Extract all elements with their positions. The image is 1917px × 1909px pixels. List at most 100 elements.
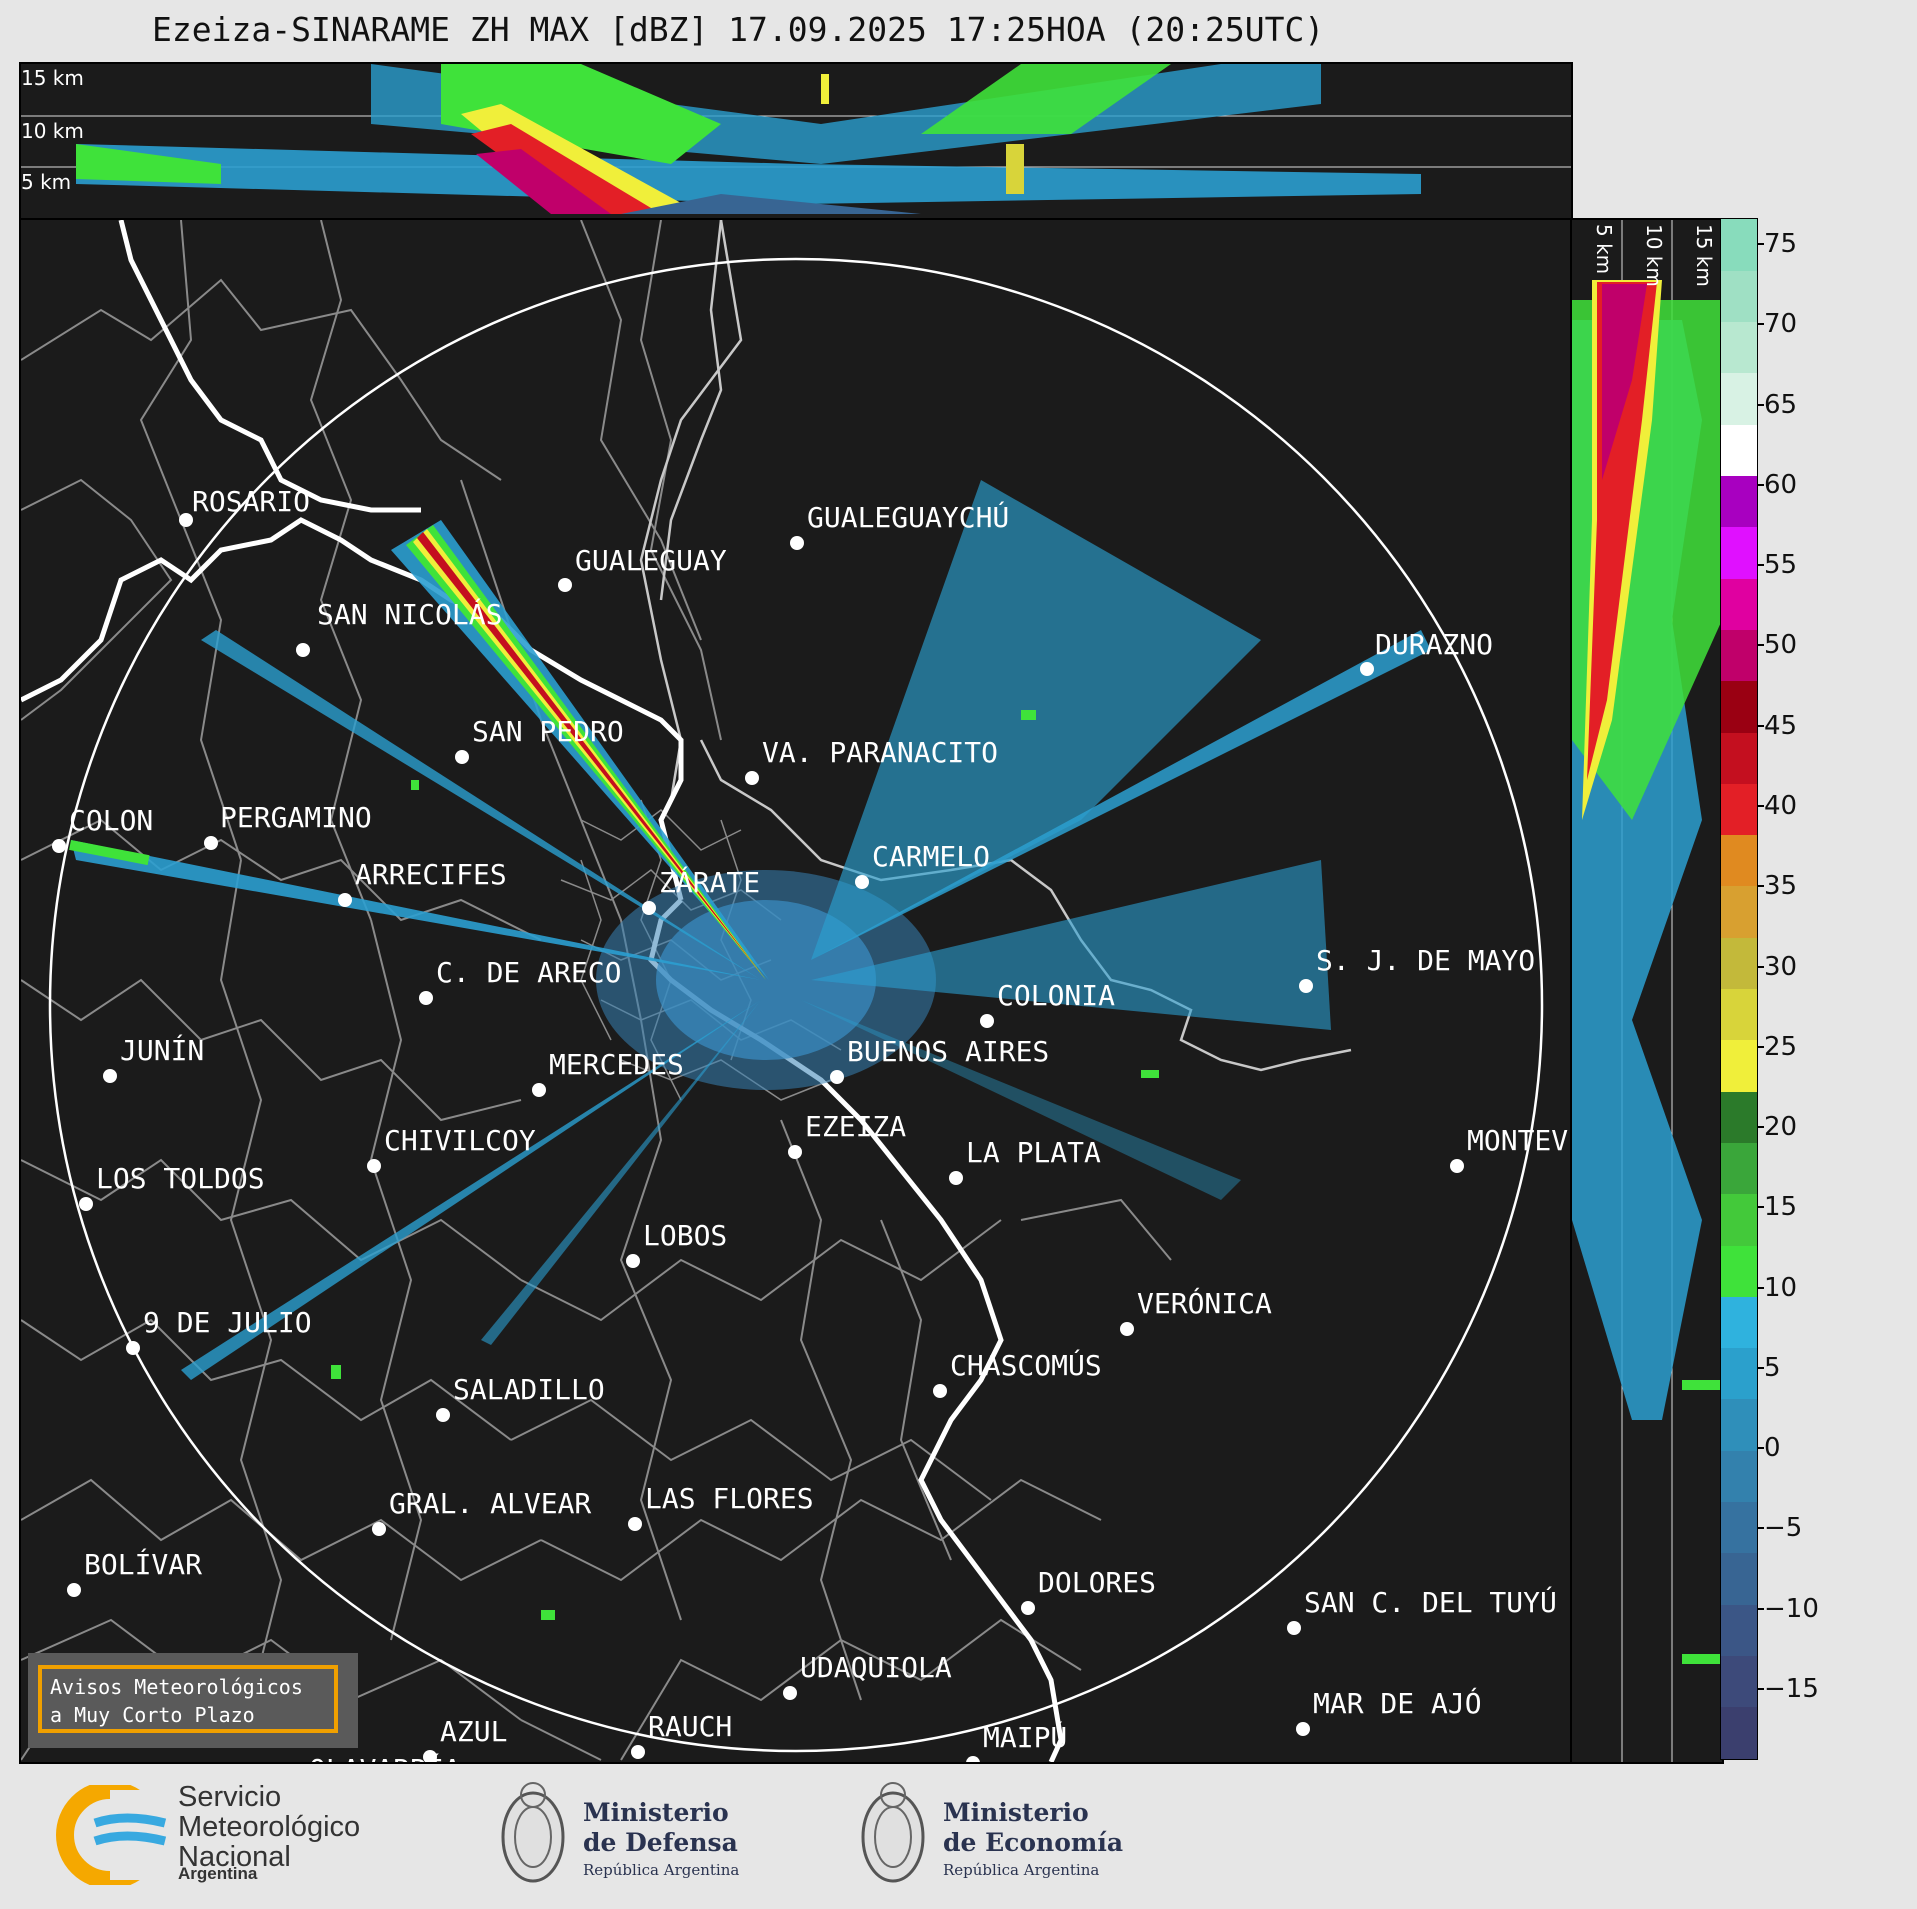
city-mar-de-ajo: MAR DE AJÓ <box>1296 1686 1482 1736</box>
city-chascomus: CHASCOMÚS <box>933 1348 1102 1398</box>
defensa-line1: Ministerio <box>583 1798 729 1827</box>
city-las-flores: LAS FLORES <box>628 1482 814 1531</box>
colorbar-tick-label: 40 <box>1764 790 1798 821</box>
colorbar-tickmark <box>1758 885 1764 888</box>
colorbar-tickmark <box>1758 644 1764 647</box>
city-buenos-aires: BUENOS AIRES <box>830 1035 1049 1084</box>
svg-text:JUNÍN: JUNÍN <box>120 1033 204 1067</box>
colorbar-tick-label: 65 <box>1764 389 1798 420</box>
height-label-5km-right: 5 km <box>1592 224 1616 275</box>
colorbar-tick-label: 25 <box>1764 1031 1798 1062</box>
svg-text:SAN NICOLÁS: SAN NICOLÁS <box>317 597 502 631</box>
city-gualeguaychu: GUALEGUAYCHÚ <box>790 500 1009 550</box>
colorbar-segment <box>1721 424 1757 477</box>
colorbar-tickmark <box>1758 1527 1764 1530</box>
city-rauch: RAUCH <box>631 1710 732 1759</box>
colorbar-tick-label: 0 <box>1764 1433 1781 1464</box>
top-cross-section <box>21 64 1571 218</box>
city-azul: AZUL <box>423 1715 507 1762</box>
colorbar-segment <box>1721 578 1757 630</box>
svg-text:DOLORES: DOLORES <box>1038 1566 1156 1599</box>
svg-text:MAIPÚ: MAIPÚ <box>983 1720 1067 1754</box>
colorbar-segment <box>1721 1501 1757 1554</box>
svg-text:LA PLATA: LA PLATA <box>966 1136 1101 1169</box>
admin-boundaries <box>21 220 1172 1761</box>
city-rosario: ROSARIO <box>179 485 310 527</box>
svg-text:COLON: COLON <box>69 804 153 837</box>
top-cross-section-panel: 15 km 10 km 5 km <box>19 62 1573 220</box>
colorbar-segment <box>1721 937 1757 990</box>
colorbar-tick-label: 15 <box>1764 1192 1798 1223</box>
colorbar-segment <box>1721 1245 1757 1297</box>
height-label-15km-right: 15 km <box>1692 224 1716 287</box>
colorbar-tick-label: 20 <box>1764 1112 1798 1143</box>
colorbar-tickmark <box>1758 323 1764 326</box>
colorbar-segment <box>1721 1450 1757 1503</box>
economia-line2: de Economía <box>943 1828 1124 1857</box>
colorbar-segment <box>1721 1091 1757 1143</box>
svg-text:MONTEV: MONTEV <box>1467 1124 1568 1157</box>
colorbar-tick-label: 35 <box>1764 871 1798 902</box>
svg-text:VA. PARANACITO: VA. PARANACITO <box>762 736 998 769</box>
colorbar-tick-label: 75 <box>1764 229 1798 259</box>
colorbar-tick-label: −5 <box>1764 1513 1803 1544</box>
colorbar-tick-label: 60 <box>1764 469 1798 500</box>
svg-text:MERCEDES: MERCEDES <box>549 1048 684 1081</box>
svg-text:SAN PEDRO: SAN PEDRO <box>472 715 624 748</box>
city-udaquiola: UDAQUIOLA <box>783 1651 952 1700</box>
colorbar-tick-label: 5 <box>1764 1352 1781 1383</box>
colorbar-segment <box>1721 1039 1757 1092</box>
colorbar-segment <box>1721 885 1757 938</box>
colorbar-tickmark <box>1758 1366 1764 1369</box>
city-colon: COLON <box>52 804 153 853</box>
svg-text:ZÁRATE: ZÁRATE <box>659 865 760 899</box>
colorbar-segment <box>1721 1193 1757 1246</box>
colorbar-tick-label: 10 <box>1764 1272 1798 1303</box>
city-mercedes: MERCEDES <box>532 1048 684 1097</box>
colorbar-segment <box>1721 834 1757 887</box>
city-san-pedro: SAN PEDRO <box>455 715 624 764</box>
svg-text:COLONIA: COLONIA <box>997 979 1115 1012</box>
smn-line2: Meteorológico <box>178 1811 361 1843</box>
svg-text:AZUL: AZUL <box>440 1715 507 1748</box>
svg-text:CHASCOMÚS: CHASCOMÚS <box>950 1348 1102 1382</box>
economia-sub: República Argentina <box>943 1861 1100 1879</box>
city-san-nicolas: SAN NICOLÁS <box>296 597 502 657</box>
city-veronica: VERÓNICA <box>1120 1286 1272 1336</box>
colorbar-tick-label: 45 <box>1764 710 1798 741</box>
coat-of-arms-icon <box>501 1782 565 1883</box>
colorbar-tickmark <box>1758 1126 1764 1129</box>
colorbar-tickmark <box>1758 1688 1764 1690</box>
colorbar-tickmark <box>1758 243 1764 245</box>
warning-box[interactable]: Avisos Meteorológicos a Muy Corto Plazo <box>28 1653 358 1748</box>
colorbar-segment <box>1721 1296 1757 1349</box>
colorbar-tickmark <box>1758 1206 1764 1209</box>
right-echoes <box>1572 280 1728 1664</box>
colorbar-tick-label: 55 <box>1764 550 1798 581</box>
city-montevideo: MONTEV <box>1450 1124 1568 1173</box>
svg-text:LOBOS: LOBOS <box>643 1219 727 1252</box>
colorbar-segment <box>1721 1398 1757 1451</box>
colorbar-segment <box>1721 1655 1757 1708</box>
colorbar-tick-label: −15 <box>1764 1674 1819 1704</box>
smn-line3: Nacional <box>178 1841 291 1873</box>
svg-text:ROSARIO: ROSARIO <box>192 485 310 518</box>
colorbar-segment <box>1721 1706 1757 1759</box>
svg-text:RAUCH: RAUCH <box>648 1710 732 1743</box>
city-c-de-areco: C. DE ARECO <box>419 956 621 1005</box>
colorbar-segment <box>1721 1552 1757 1605</box>
svg-text:GUALEGUAYCHÚ: GUALEGUAYCHÚ <box>807 500 1009 534</box>
defensa-sub: República Argentina <box>583 1861 740 1879</box>
city-s-j-de-mayo: S. J. DE MAYO <box>1299 944 1535 993</box>
colorbar-tick-label: 30 <box>1764 951 1798 982</box>
svg-text:MAR DE AJÓ: MAR DE AJÓ <box>1313 1686 1482 1720</box>
svg-text:VERÓNICA: VERÓNICA <box>1137 1286 1272 1320</box>
height-label-10km-right: 10 km <box>1642 224 1666 287</box>
colorbar-segment <box>1721 1604 1757 1656</box>
svg-text:GUALEGUAY: GUALEGUAY <box>575 544 727 577</box>
city-maipu: MAIPÚ <box>966 1720 1067 1762</box>
colorbar-segment <box>1721 1347 1757 1400</box>
city-zarate: ZÁRATE <box>642 865 760 915</box>
svg-text:LOS TOLDOS: LOS TOLDOS <box>96 1162 265 1195</box>
colorbar-tickmark <box>1758 1607 1764 1610</box>
